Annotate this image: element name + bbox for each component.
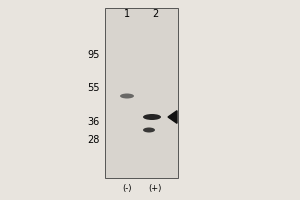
Text: 28: 28 [88,135,100,145]
Text: 36: 36 [88,117,100,127]
Polygon shape [168,111,177,123]
Text: 95: 95 [88,50,100,60]
Text: 1: 1 [124,9,130,19]
Ellipse shape [143,128,155,132]
Ellipse shape [143,114,161,120]
Text: (+): (+) [148,184,162,192]
Bar [105,8,178,178]
Text: 55: 55 [88,83,100,93]
Text: 2: 2 [152,9,158,19]
Text: (-): (-) [122,184,132,192]
Ellipse shape [120,94,134,98]
